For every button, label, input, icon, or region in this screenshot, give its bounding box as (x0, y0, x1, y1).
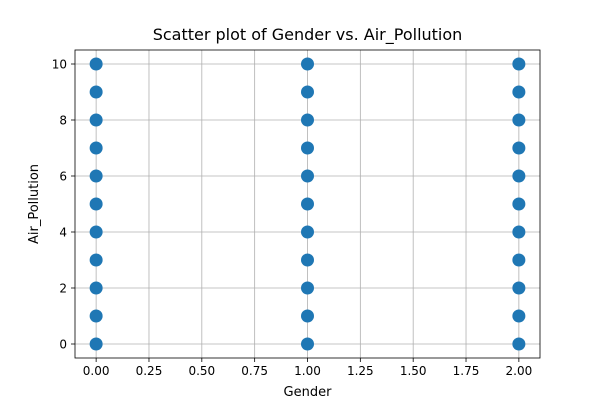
x-tick-label: 2.00 (506, 364, 533, 378)
data-point (301, 113, 314, 127)
y-tick-label: 6 (59, 170, 67, 184)
data-point (301, 85, 314, 99)
data-point (89, 253, 103, 267)
chart-title: Scatter plot of Gender vs. Air_Pollution (153, 25, 463, 45)
x-axis-ticks: 0.00 0.25 0.50 0.75 1.00 1.25 1.50 1.75 2.00 (83, 358, 532, 378)
x-tick-label: 1.50 (400, 364, 427, 378)
x-tick-label: 1.00 (294, 364, 321, 378)
data-point (301, 253, 314, 267)
data-point (512, 225, 526, 239)
x-tick-label: 1.75 (453, 364, 480, 378)
x-tick-label: 0.50 (188, 364, 215, 378)
x-tick-label: 0.25 (136, 364, 163, 378)
data-point (89, 309, 103, 323)
data-point (301, 57, 314, 71)
y-axis-ticks: 0 2 4 6 8 10 (52, 58, 75, 352)
data-point (301, 141, 314, 155)
data-point (512, 337, 526, 351)
data-point (301, 337, 314, 351)
data-point (89, 57, 103, 71)
x-tick-label: 0.75 (241, 364, 268, 378)
data-point (512, 169, 526, 183)
data-point (301, 197, 314, 211)
data-point (89, 197, 103, 211)
data-point (89, 225, 103, 239)
x-tick-label: 0.00 (83, 364, 110, 378)
data-point (89, 169, 103, 183)
y-tick-label: 2 (59, 282, 67, 296)
data-point (89, 281, 103, 295)
data-point (89, 141, 103, 155)
data-point (301, 309, 314, 323)
data-point (512, 141, 526, 155)
y-tick-label: 0 (59, 338, 67, 352)
data-point (89, 337, 103, 351)
data-point (301, 169, 314, 183)
data-point (512, 197, 526, 211)
data-point (512, 57, 526, 71)
x-tick-label: 1.25 (347, 364, 374, 378)
x-axis-label: Gender (284, 385, 333, 400)
data-point (89, 85, 103, 99)
data-point (512, 281, 526, 295)
y-tick-label: 8 (59, 114, 67, 128)
data-point (512, 85, 526, 99)
data-points (89, 57, 526, 351)
data-point (301, 225, 314, 239)
data-point (512, 253, 526, 267)
data-point (512, 309, 526, 323)
data-point (89, 113, 103, 127)
y-tick-label: 10 (52, 58, 67, 72)
y-axis-label: Air_Pollution (27, 164, 42, 244)
data-point (512, 113, 526, 127)
y-tick-label: 4 (59, 226, 67, 240)
data-point (301, 281, 314, 295)
